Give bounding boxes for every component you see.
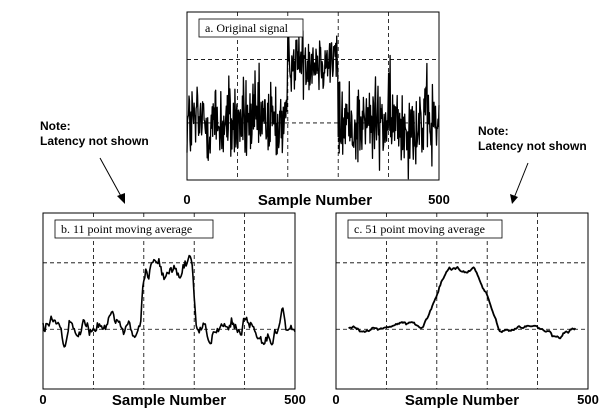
panel-c-xtick-0: 0 <box>332 392 339 407</box>
panel-c-xlabel: Sample Number <box>405 392 519 409</box>
panel-b-title-box <box>54 219 214 239</box>
panel-b-title: b. 11 point moving average <box>61 222 192 236</box>
note-right: Note: Latency not shown <box>478 124 587 204</box>
panel-b-xlabel: Sample Number <box>112 392 226 409</box>
note-left: Note: Latency not shown <box>40 119 149 204</box>
panel-a-trace <box>186 30 440 180</box>
panel-c-frame <box>335 212 589 390</box>
panel-a-xtick-0: 0 <box>183 192 190 207</box>
panel-c-grid <box>336 213 588 389</box>
panel-a-xlabel: Sample Number <box>258 192 372 209</box>
panel-b-xtick-0: 0 <box>39 392 46 407</box>
panel-c-trace <box>348 266 577 340</box>
note-left-arrowhead <box>117 193 125 204</box>
panel-b-frame <box>42 212 296 390</box>
panel-b-xtick-500: 500 <box>284 392 306 407</box>
panel-a-title-box <box>198 18 304 38</box>
panel-original-signal: a. Original signal 0 500 Sample Number <box>183 11 450 209</box>
note-right-arrow <box>513 162 529 199</box>
note-left-arrow <box>99 157 123 199</box>
note-right-line2: Latency not shown <box>478 139 587 153</box>
panel-b-grid <box>43 213 295 389</box>
panel-b-trace <box>42 254 296 348</box>
panel-c-xtick-500: 500 <box>577 392 599 407</box>
panel-51-point-average: c. 51 point moving average 0 500 Sample … <box>332 212 599 409</box>
note-left-line2: Latency not shown <box>40 134 149 148</box>
note-left-line1: Note: <box>40 119 71 133</box>
note-right-arrowhead <box>510 194 518 204</box>
note-right-line1: Note: <box>478 124 509 138</box>
panel-a-xtick-500: 500 <box>428 192 450 207</box>
panel-a-frame <box>186 11 440 181</box>
panel-a-title: a. Original signal <box>205 21 289 35</box>
panel-c-title-box <box>347 219 503 239</box>
panel-11-point-average: b. 11 point moving average 0 500 Sample … <box>39 212 306 409</box>
panel-c-title: c. 51 point moving average <box>354 222 485 236</box>
